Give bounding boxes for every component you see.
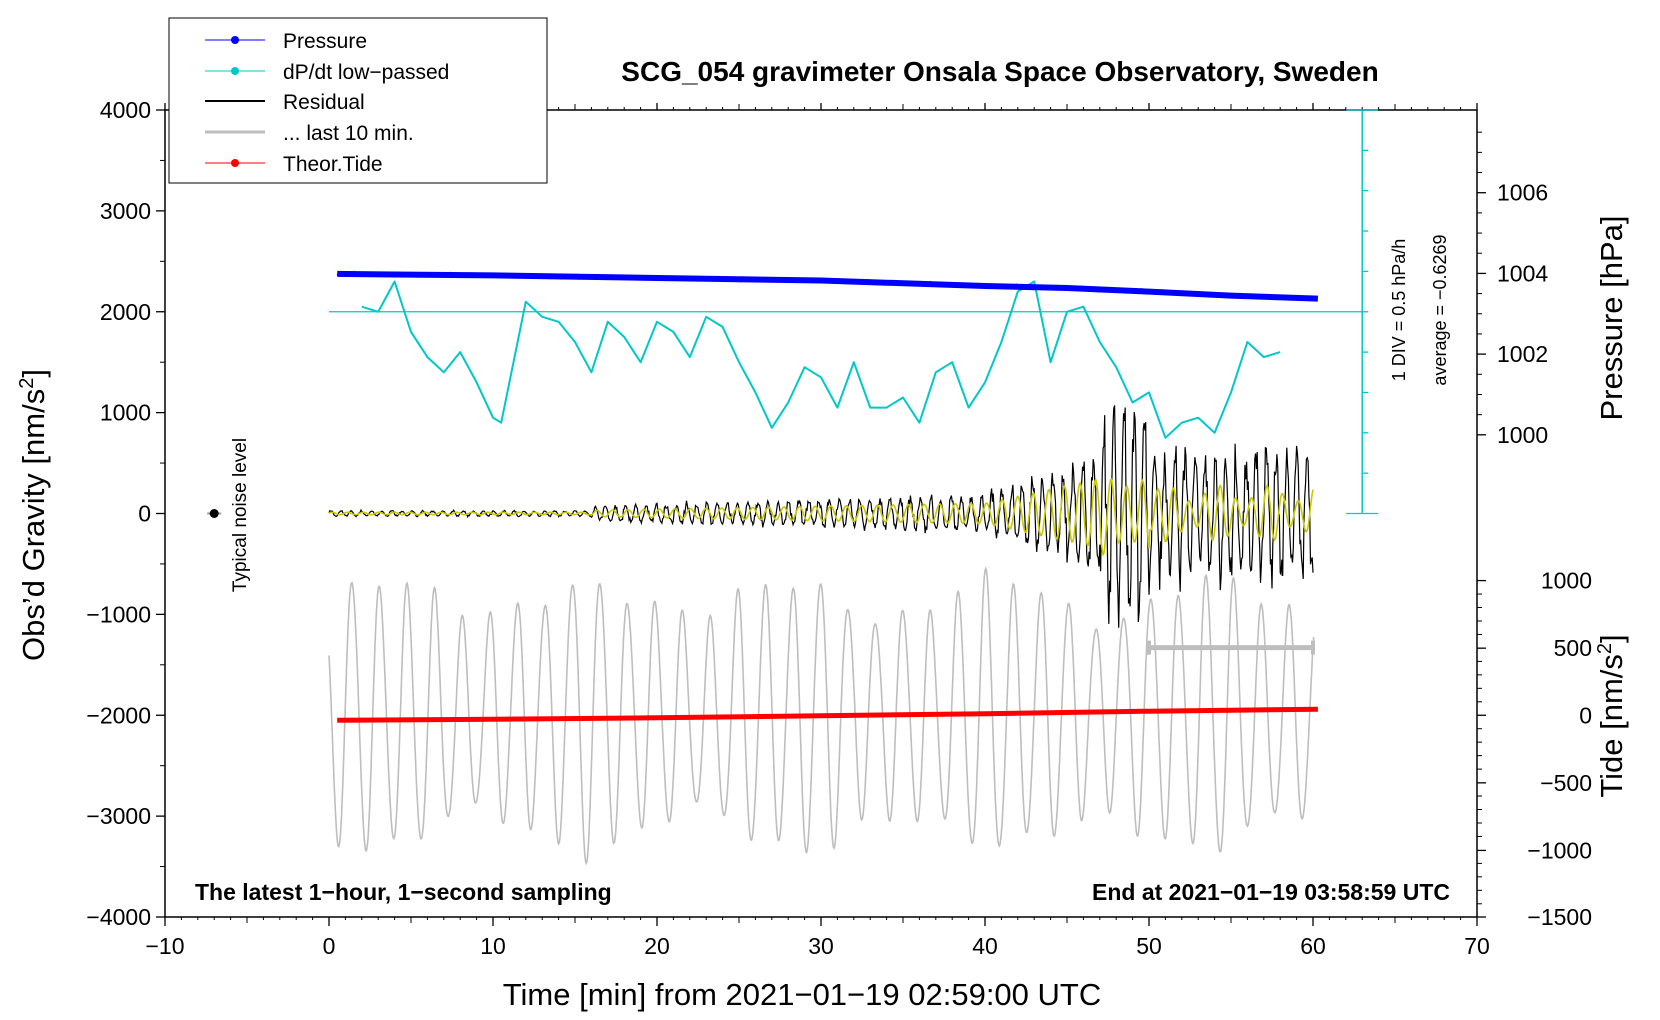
x-tick-label: 50: [1136, 933, 1162, 959]
series-dpdt: [361, 280, 1281, 439]
pdiv-label-1: 1 DIV = 0.5 hPa/h: [1389, 239, 1409, 382]
x-axis-ticks: −10 0 10 20 30 40 50 60 70: [145, 103, 1490, 959]
x-tick-label: 70: [1464, 933, 1490, 959]
series-theor-tide: [337, 706, 1318, 723]
y-tick-label: −4000: [86, 904, 151, 930]
y-axis-title-left: Obs’d Gravity [nm/s2]: [16, 369, 51, 661]
x-tick-label: 10: [480, 933, 506, 959]
y-left-end: ]: [16, 369, 51, 378]
pressure-tick-label: 1006: [1497, 180, 1548, 206]
tide-tick-label: −1500: [1527, 904, 1592, 930]
y-tick-label: −2000: [86, 702, 151, 728]
x-tick-label: −10: [145, 933, 184, 959]
y-tick-label: −3000: [86, 803, 151, 829]
noise-dot: [209, 509, 219, 518]
y-tide-sup: 2: [1594, 643, 1616, 654]
legend-dot-pressure: [231, 36, 239, 44]
footer-left: The latest 1−hour, 1−second sampling: [195, 879, 612, 905]
series-filtered-residual: [328, 477, 1314, 557]
pdiv-label-2: average = −0.6269: [1430, 234, 1450, 385]
y-tide-end: ]: [1594, 634, 1629, 643]
y-tick-label: 1000: [100, 400, 151, 426]
y-tide-main: Tide [nm/s: [1594, 654, 1629, 798]
tide-tick-label: −1000: [1527, 837, 1592, 863]
x-axis-title: Time [min] from 2021−01−19 02:59:00 UTC: [503, 977, 1102, 1012]
y-tick-label: 2000: [100, 299, 151, 325]
x-tick-label: 60: [1300, 933, 1326, 959]
y-tick-label: 4000: [100, 97, 151, 123]
y-axis-ticks: 4000 3000 2000 1000 0 −1000 −2000 −3000 −4000: [86, 97, 165, 930]
y-tick-label: −1000: [86, 601, 151, 627]
tide-tick-label: −500: [1540, 770, 1592, 796]
data-series: [328, 270, 1363, 866]
y-left-sup: 2: [16, 378, 38, 389]
right-axes: 1006 1004 1002 1000 1000 500 0 −500 −1000 −1500: [1477, 131, 1592, 930]
pressure-tick-label: 1004: [1497, 260, 1548, 286]
legend-dot-dpdt: [231, 67, 239, 75]
pressure-tick-label: 1000: [1497, 422, 1548, 448]
x-tick-label: 40: [972, 933, 998, 959]
legend-label-dpdt: dP/dt low−passed: [283, 61, 449, 84]
series-residual: [328, 405, 1314, 628]
legend-label-residual: Residual: [283, 91, 365, 114]
chart-annotations: [207, 109, 1379, 655]
tide-tick-label: 0: [1579, 702, 1592, 728]
x-tick-label: 30: [808, 933, 834, 959]
legend-label-pressure: Pressure: [283, 30, 367, 53]
filtered-residual-layer: [328, 477, 1314, 557]
chart-title: SCG_054 gravimeter Onsala Space Observat…: [621, 56, 1378, 87]
series-pressure-noise: [336, 270, 1317, 301]
legend-label-tide: Theor.Tide: [283, 153, 383, 176]
y-left-main: Obs’d Gravity [nm/s: [16, 389, 51, 661]
y-axis-title-tide: Tide [nm/s2]: [1594, 634, 1629, 797]
y-axis-title-pressure: Pressure [hPa]: [1594, 215, 1629, 420]
x-tick-label: 0: [323, 933, 336, 959]
y-tick-label: 3000: [100, 198, 151, 224]
legend: Pressure dP/dt low−passed Residual ... l…: [168, 17, 548, 184]
y-tick-label: 0: [138, 501, 151, 527]
noise-level-label: Typical noise level: [230, 438, 251, 592]
series-pressure: [337, 270, 1319, 302]
pressure-tick-label: 1002: [1497, 341, 1548, 367]
tide-tick-label: 500: [1554, 635, 1592, 661]
footer-right: End at 2021−01−19 03:58:59 UTC: [1092, 879, 1450, 905]
legend-label-last10: ... last 10 min.: [283, 122, 414, 145]
series-last10: [328, 566, 1315, 866]
x-tick-label: 20: [644, 933, 670, 959]
legend-dot-tide: [231, 159, 239, 167]
tide-tick-label: 1000: [1541, 568, 1592, 594]
